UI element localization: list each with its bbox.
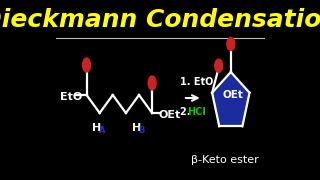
Text: ⁻: ⁻ [201,75,206,84]
Text: 1. EtO: 1. EtO [180,77,213,87]
Ellipse shape [83,58,91,72]
Text: B: B [139,126,145,135]
Polygon shape [212,72,250,126]
Text: A: A [99,126,106,135]
Text: β-Keto ester: β-Keto ester [191,155,259,165]
Text: OEt: OEt [159,110,181,120]
Text: OEt: OEt [223,90,244,100]
Text: Dieckmann Condensation: Dieckmann Condensation [0,8,320,32]
Ellipse shape [215,59,223,72]
Text: EtO: EtO [60,92,83,102]
Text: HCl: HCl [188,107,206,117]
Ellipse shape [227,37,235,51]
Text: H: H [132,123,141,133]
Text: 2.: 2. [180,107,194,117]
Ellipse shape [148,76,156,90]
Text: H: H [92,123,102,133]
